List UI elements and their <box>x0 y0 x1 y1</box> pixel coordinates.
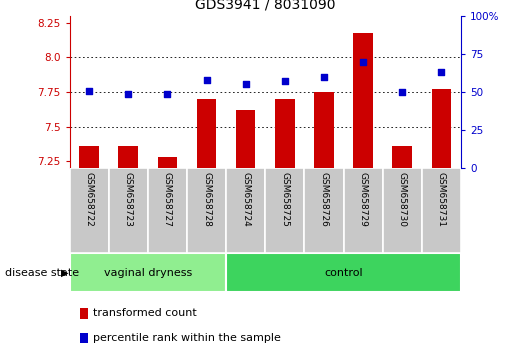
Bar <box>226 168 265 253</box>
Bar <box>353 33 373 168</box>
Point <box>202 77 211 83</box>
Bar <box>344 168 383 253</box>
Text: GSM658730: GSM658730 <box>398 172 407 227</box>
Text: GSM658728: GSM658728 <box>202 172 211 227</box>
Bar <box>118 146 138 168</box>
Point <box>359 59 367 64</box>
Bar <box>79 146 99 168</box>
Text: vaginal dryness: vaginal dryness <box>104 268 192 278</box>
Bar <box>422 168 461 253</box>
Text: GSM658725: GSM658725 <box>280 172 289 227</box>
Bar <box>109 168 148 253</box>
Bar <box>70 168 109 253</box>
Bar <box>148 168 187 253</box>
Point <box>163 91 171 96</box>
Point <box>124 91 132 96</box>
Bar <box>383 168 422 253</box>
Bar <box>197 99 216 168</box>
Bar <box>236 110 255 168</box>
Text: GSM658727: GSM658727 <box>163 172 172 227</box>
Bar <box>70 253 226 292</box>
Bar <box>304 168 344 253</box>
Point <box>437 69 445 75</box>
Text: ▶: ▶ <box>61 268 68 278</box>
Text: GSM658726: GSM658726 <box>319 172 329 227</box>
Text: GSM658724: GSM658724 <box>241 172 250 227</box>
Text: GSM658722: GSM658722 <box>84 172 94 227</box>
Text: GSM658723: GSM658723 <box>124 172 133 227</box>
Bar <box>158 157 177 168</box>
Point <box>320 74 328 80</box>
Point <box>281 79 289 84</box>
Text: control: control <box>324 268 363 278</box>
Text: percentile rank within the sample: percentile rank within the sample <box>93 333 281 343</box>
Bar <box>275 99 295 168</box>
Point <box>85 88 93 93</box>
Point <box>242 81 250 87</box>
Text: transformed count: transformed count <box>93 308 197 318</box>
Point <box>398 89 406 95</box>
Bar <box>314 92 334 168</box>
Bar <box>226 253 461 292</box>
Text: disease state: disease state <box>5 268 79 278</box>
Text: GSM658731: GSM658731 <box>437 172 446 227</box>
Text: GSM658729: GSM658729 <box>358 172 368 227</box>
Bar <box>265 168 304 253</box>
Bar <box>392 146 412 168</box>
Bar <box>432 89 451 168</box>
Title: GDS3941 / 8031090: GDS3941 / 8031090 <box>195 0 335 12</box>
Bar <box>187 168 226 253</box>
